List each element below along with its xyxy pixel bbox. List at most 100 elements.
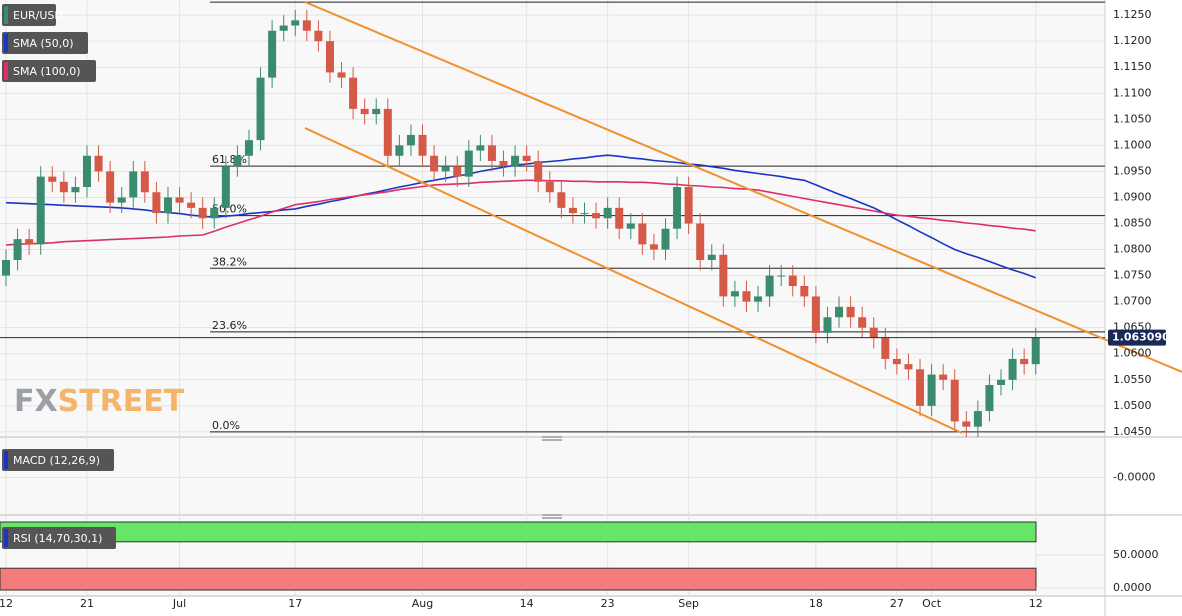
candle-body: [696, 223, 705, 260]
legend-swatch: [4, 34, 8, 52]
marks: 100.0% 61.8% 50.0% 38.2% 23.6% 0.0%: [0, 0, 1105, 438]
candle-body: [985, 384, 994, 412]
candle-body: [82, 155, 91, 188]
candle-body: [1008, 358, 1017, 380]
candle-body: [742, 291, 751, 302]
legend-box: [2, 449, 114, 471]
candle-body: [221, 166, 230, 208]
candle-body: [869, 327, 878, 339]
x-tick-label: 27: [890, 597, 904, 610]
legend-swatch: [4, 451, 8, 469]
candle-body: [279, 25, 288, 31]
candle-body: [534, 160, 543, 182]
y-tick-label: 1.1150: [1113, 60, 1152, 73]
candle-body: [430, 155, 439, 172]
candle-body: [25, 239, 34, 245]
grid: [0, 0, 1105, 596]
candle-body: [233, 155, 242, 167]
candle-body: [36, 176, 45, 245]
legend-box: [2, 527, 116, 549]
candle-body: [835, 306, 844, 318]
candle-body: [765, 275, 774, 297]
fib-label: 23.6%: [212, 319, 247, 332]
y-tick-label: 1.1100: [1113, 86, 1152, 99]
candle-body: [1031, 337, 1040, 365]
candle-body: [13, 239, 22, 260]
fib-label: 61.8%: [212, 153, 247, 166]
y-tick-label: 1.1000: [1113, 138, 1152, 151]
candle-body: [904, 364, 913, 370]
candle-body: [325, 41, 334, 73]
candle-body: [140, 171, 149, 193]
candle-body: [557, 192, 566, 208]
x-tick-label: 14: [520, 597, 534, 610]
legend-label: SMA (50,0): [13, 37, 74, 50]
candle-body: [48, 176, 57, 182]
rsi-band: [0, 521, 1037, 543]
legend-box: [2, 32, 88, 54]
candle-body: [661, 228, 670, 250]
legend-box: [2, 4, 56, 26]
candle-body: [152, 192, 161, 214]
candle-body: [615, 207, 624, 229]
y-tick-label: 1.1250: [1113, 8, 1152, 21]
candle-body: [175, 197, 184, 203]
candle-body: [71, 187, 80, 193]
candle-body: [464, 150, 473, 177]
candle-body: [256, 77, 265, 141]
legend-label: MACD (12,26,9): [13, 454, 100, 467]
candle-body: [360, 108, 369, 115]
x-tick-label: Sep: [678, 597, 699, 610]
x-tick-label: 17: [288, 597, 302, 610]
legend-box: [2, 60, 96, 82]
candle-body: [268, 30, 277, 78]
y-tick-label: 1.1050: [1113, 112, 1152, 125]
x-tick-label: 21: [80, 597, 94, 610]
candle-body: [881, 338, 890, 359]
candle-body: [823, 317, 832, 333]
y-tick-label: 1.0450: [1113, 425, 1152, 438]
candle-body: [117, 197, 126, 203]
candle-body: [858, 317, 867, 328]
candle-body: [800, 286, 809, 297]
fib-label: 100.0%: [212, 0, 254, 2]
legend-swatch: [4, 62, 8, 80]
y-tick-label: 1.1200: [1113, 34, 1152, 47]
candle-body: [2, 259, 10, 276]
candle-body: [106, 171, 115, 203]
candle-body: [187, 202, 196, 208]
candle-body: [973, 411, 982, 427]
y-tick-label: 0.0000: [1113, 581, 1152, 594]
x-tick-label: Jul: [172, 597, 186, 610]
candle-body: [892, 358, 901, 365]
y-tick-label: 1.0800: [1113, 243, 1152, 256]
candle-body: [939, 374, 948, 380]
candle-body: [730, 291, 739, 297]
x-tick-label: Oct: [922, 597, 942, 610]
candle-body: [916, 369, 925, 406]
candle-body: [291, 20, 300, 26]
candle-body: [592, 213, 601, 219]
x-tick-label: Aug: [412, 597, 433, 610]
candle-body: [94, 155, 103, 172]
candle-body: [950, 379, 959, 422]
candle-body: [372, 108, 381, 115]
y-tick-label: 1.0500: [1113, 399, 1152, 412]
y-tick-label: -0.0000: [1113, 471, 1155, 484]
candle-body: [673, 187, 682, 229]
y-tick-label: 1.0600: [1113, 347, 1152, 360]
candle-body: [441, 166, 450, 172]
candle-body: [777, 275, 786, 277]
candle-body: [568, 207, 577, 214]
sma-line: [5, 179, 1036, 246]
candle-body: [649, 244, 658, 250]
panel-grip: [542, 436, 562, 519]
candle-body: [545, 181, 554, 193]
y-tick-label: 1.0900: [1113, 190, 1152, 203]
candle-body: [788, 275, 797, 287]
x-tick-label: 23: [601, 597, 615, 610]
candle-body: [499, 160, 508, 167]
fib-label: 50.0%: [212, 203, 247, 216]
y-tick-label: 1.0550: [1113, 373, 1152, 386]
